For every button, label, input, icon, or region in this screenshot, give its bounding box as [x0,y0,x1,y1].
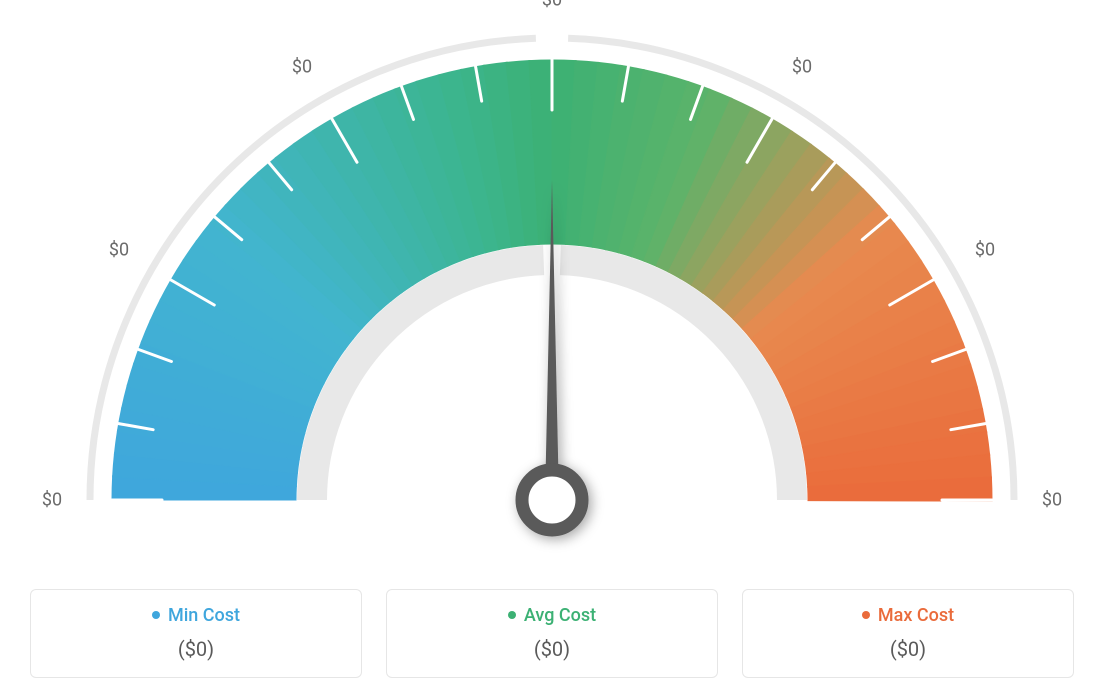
cost-gauge-chart: $0 $0 $0 $0 $0 $0 $0 Min Cost ($0) Avg Cost ($… [0,0,1104,690]
gauge-tick-label: $0 [975,240,995,261]
legend-row: Min Cost ($0) Avg Cost ($0) Max Cost ($0… [30,589,1074,678]
gauge-svg [0,0,1104,560]
legend-max-value: ($0) [753,637,1063,661]
legend-max-text: Max Cost [878,605,954,626]
gauge-area: $0 $0 $0 $0 $0 $0 $0 [0,0,1104,560]
legend-avg-text: Avg Cost [524,605,596,626]
legend-avg-value: ($0) [397,637,707,661]
gauge-tick-label: $0 [292,56,312,77]
legend-min-text: Min Cost [168,605,240,626]
legend-min-value: ($0) [41,637,351,661]
gauge-tick-label: $0 [542,0,562,11]
gauge-tick-label: $0 [792,56,812,77]
legend-min-label: Min Cost [41,604,351,627]
legend-max: Max Cost ($0) [742,589,1074,678]
legend-max-label: Max Cost [753,604,1063,627]
legend-avg: Avg Cost ($0) [386,589,718,678]
legend-dot-min [152,611,160,619]
legend-min: Min Cost ($0) [30,589,362,678]
legend-dot-max [862,611,870,619]
legend-avg-label: Avg Cost [397,604,707,627]
gauge-tick-label: $0 [1042,490,1062,511]
legend-dot-avg [508,611,516,619]
gauge-tick-label: $0 [109,240,129,261]
gauge-tick-label: $0 [42,490,62,511]
